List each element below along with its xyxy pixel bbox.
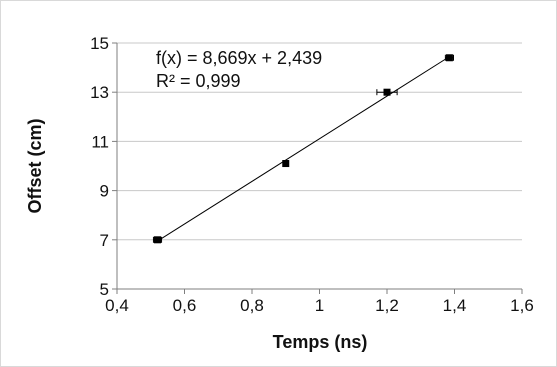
grid-layer [117, 42, 522, 241]
data-point [282, 160, 290, 168]
data-point [445, 54, 453, 62]
y-tick-label: 7 [100, 231, 109, 250]
x-tick-label: 0,6 [173, 296, 197, 315]
axis-layer [112, 42, 523, 294]
y-tick-label: 13 [90, 83, 109, 102]
label-layer: 5 7 9 11 13 15 0,4 0,6 0,8 1 1,2 1,4 1,6 [90, 34, 534, 315]
x-tick-label: 1,4 [443, 296, 467, 315]
x-axis-title: Temps (ns) [273, 332, 368, 352]
trendline [157, 56, 450, 242]
trendline-layer [157, 56, 450, 242]
trendline-equation: f(x) = 8,669x + 2,439 [156, 48, 322, 68]
y-tick-label: 15 [90, 34, 109, 53]
point-layer [152, 54, 454, 244]
data-point [383, 88, 391, 96]
x-tick-label: 1 [315, 296, 324, 315]
x-tick-label: 1,6 [510, 296, 534, 315]
y-axis-title: Offset (cm) [25, 118, 45, 213]
y-tick-label: 11 [91, 132, 109, 151]
x-tick-label: 0,8 [240, 296, 264, 315]
x-tick-label: 0,4 [105, 296, 129, 315]
y-tick-label: 9 [100, 182, 109, 201]
r-squared-label: R² = 0,999 [156, 71, 241, 91]
y-tick-label: 5 [100, 280, 109, 299]
data-point [154, 236, 161, 244]
x-tick-label: 1,2 [375, 296, 399, 315]
